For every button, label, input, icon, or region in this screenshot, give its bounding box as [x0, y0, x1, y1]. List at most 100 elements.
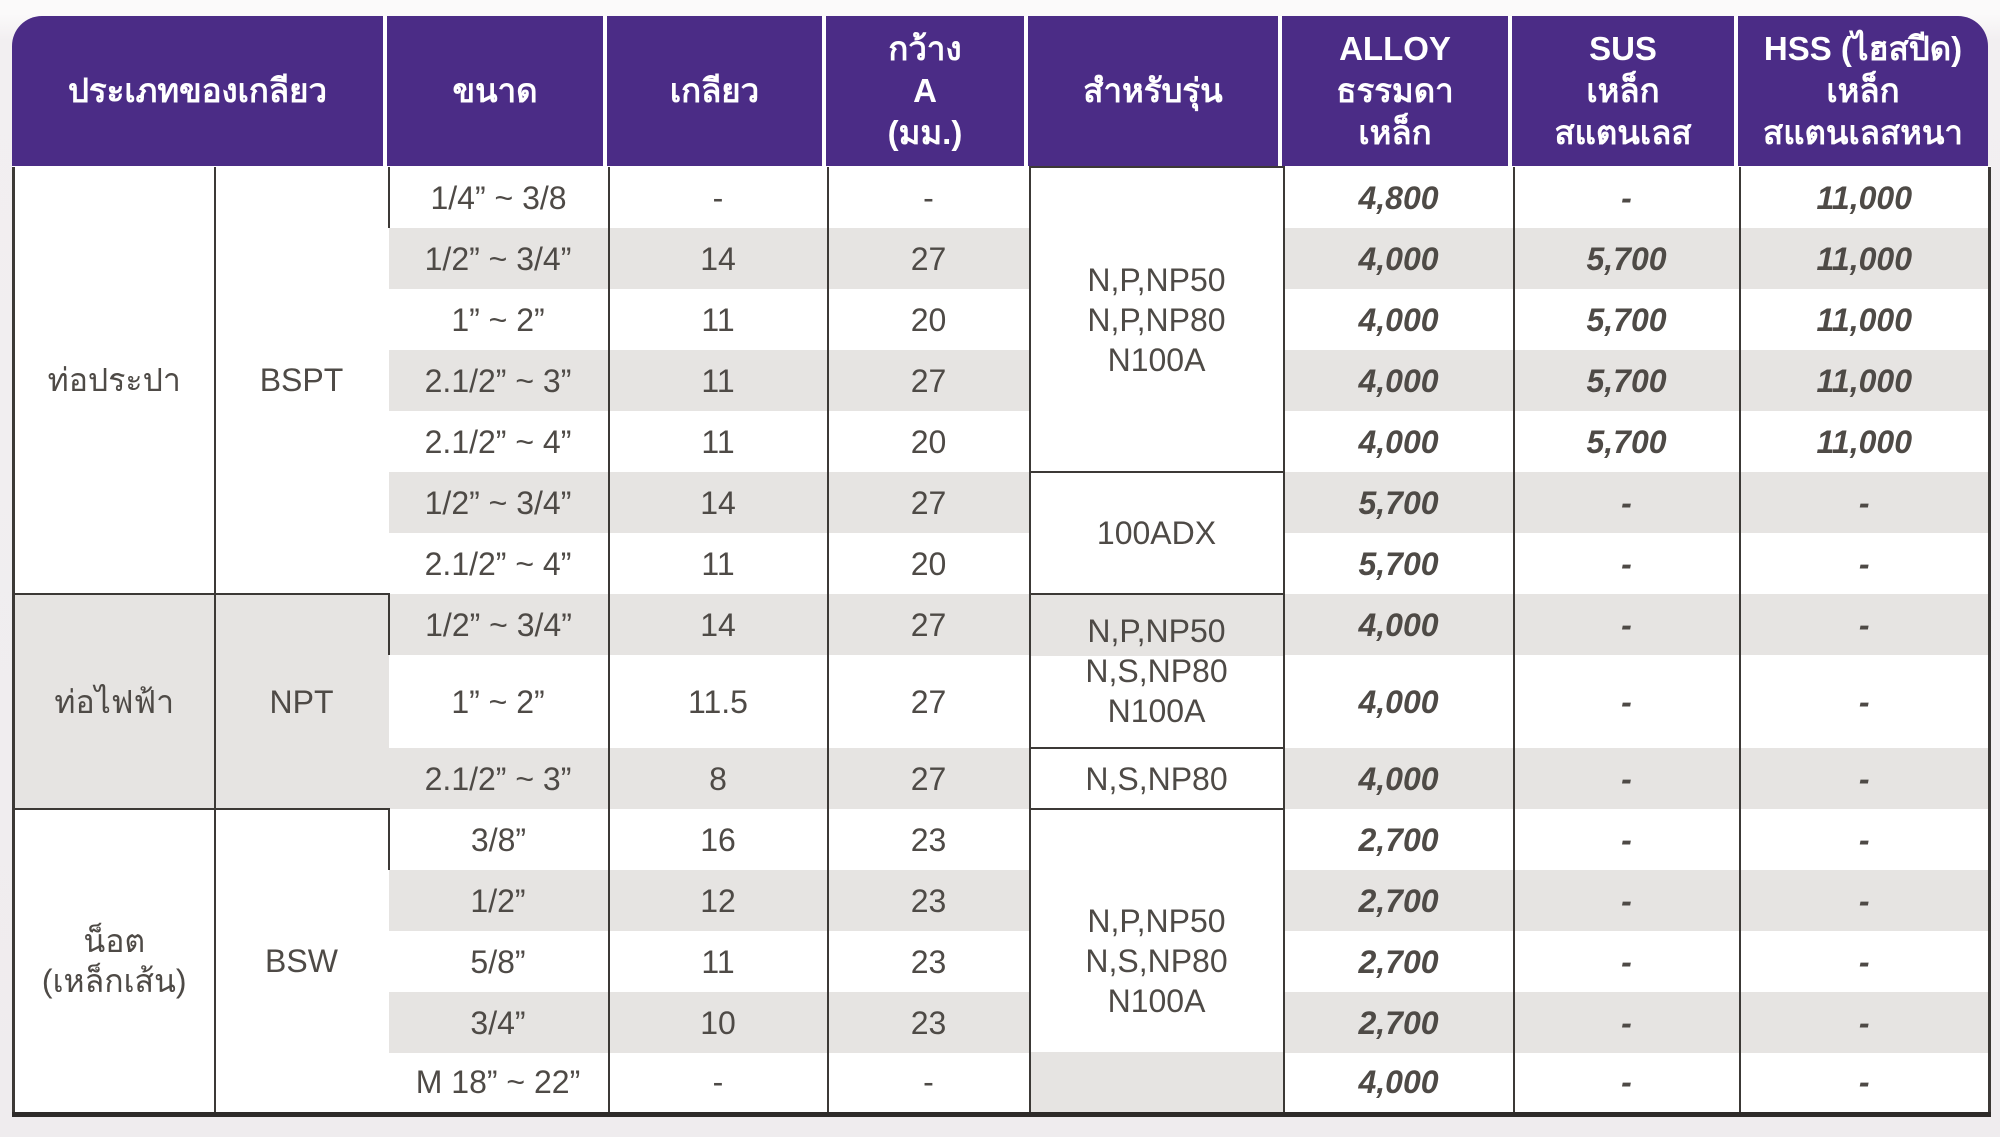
cell-alloy-price: 4,000	[1282, 289, 1514, 350]
cell-width: 23	[826, 870, 1030, 931]
spec-table: ท่อประปา BSPT 1/4” ~ 3/8- - N,P,NP50 N,P,NP8…	[12, 166, 1991, 1117]
cell-sus-price: -	[1512, 870, 1740, 931]
table-row: 2.1/2” ~ 4” 11 20 5,700- -	[14, 533, 1990, 594]
cell-hss-price: -	[1738, 809, 1990, 870]
cell-size: 2.1/2” ~ 3”	[388, 350, 609, 411]
cell-width: 23	[826, 931, 1030, 992]
table-row: 2.1/2” ~ 3” 11 27 4,000 5,700 11,000	[14, 350, 1990, 411]
group-name-cell: ท่อไฟฟ้า	[13, 593, 215, 809]
cell-hss-price: -	[1738, 870, 1990, 931]
cell-hss-price: -	[1738, 472, 1990, 533]
cell-size: 1/2” ~ 3/4”	[388, 472, 609, 533]
table-row: 1” ~ 2” 11.5 27 4,000- -	[14, 655, 1990, 748]
cell-sus-price: -	[1512, 992, 1740, 1053]
cell-model: 100ADX	[1028, 471, 1284, 595]
cell-width: 27	[826, 228, 1030, 289]
standard-cell: BSW	[213, 808, 389, 1114]
cell-sus-price: 5,700	[1512, 228, 1740, 289]
cell-size: 1/2”	[388, 870, 609, 931]
cell-size: 2.1/2” ~ 4”	[424, 545, 572, 582]
cell-size: 1/4” ~ 3/8	[387, 167, 609, 228]
header-cell-hss: HSS (ไฮสปีด) เหล็ก สแตนเลสหนา	[1738, 16, 1988, 166]
cell-sus-price: 5,700	[1512, 289, 1740, 350]
header-cell-thread-type: ประเภทของเกลียว	[12, 16, 387, 166]
cell-alloy-price: 5,700	[1282, 472, 1514, 533]
cell-width: 23	[826, 809, 1030, 870]
table-row: 3/4” 10 23 2,700- -	[14, 992, 1990, 1053]
table-row: 1/2” 12 23 2,700- -	[14, 870, 1990, 931]
cell-sus-price: -	[1512, 594, 1740, 655]
header-cell-sus: SUS เหล็ก สแตนเลส	[1512, 16, 1738, 166]
cell-hss-price: -	[1738, 655, 1990, 748]
cell-size: 5/8”	[470, 943, 526, 980]
cell-size: 2.1/2” ~ 4”	[424, 423, 572, 460]
cell-size: 3/4”	[388, 992, 609, 1053]
cell-alloy-price: 4,000	[1282, 594, 1514, 655]
cell-width: 20	[826, 411, 1030, 472]
cell-width: 27	[826, 472, 1030, 533]
cell-alloy-price: 2,700	[1282, 992, 1514, 1053]
spec-table-rows: ท่อประปา BSPT 1/4” ~ 3/8- - N,P,NP50 N,P,NP8…	[13, 166, 1990, 1115]
cell-model: N,S,NP80	[1028, 747, 1284, 810]
cell-sus-price: -	[1512, 931, 1740, 992]
spec-table-body-wrap: ท่อประปา BSPT 1/4” ~ 3/8- - N,P,NP50 N,P,NP8…	[12, 166, 1991, 1117]
cell-alloy-price: 4,000	[1282, 350, 1514, 411]
header-cell-alloy: ALLOY ธรรมดา เหล็ก	[1282, 16, 1512, 166]
header-cell-threads: เกลียว	[607, 16, 826, 166]
cell-size: 2.1/2” ~ 3”	[388, 748, 609, 809]
cell-alloy-price: 2,700	[1282, 809, 1514, 870]
table-row: 1/2” ~ 3/4” 14 27 100ADX 5,700- -	[14, 471, 1990, 595]
cell-hss-price: 11,000	[1738, 228, 1990, 289]
cell-width: 20	[826, 533, 1030, 594]
cell-hss-price: -	[1738, 748, 1990, 809]
cell-hss-price: -	[1738, 594, 1990, 655]
header-cell-model: สำหรับรุ่น	[1028, 16, 1282, 166]
cell-threads: -	[607, 1053, 828, 1114]
cell-threads: 14	[607, 472, 828, 533]
cell-model: N,P,NP50 N,S,NP80 N100A	[1028, 808, 1284, 1115]
cell-threads: -	[607, 167, 828, 228]
cell-alloy-price: 5,700	[1282, 533, 1514, 594]
cell-threads: 11	[607, 411, 828, 472]
table-row: 5/8” 11 23 2,700- -	[14, 931, 1990, 992]
cell-model: N,P,NP50 N,S,NP80 N100A	[1028, 593, 1284, 749]
table-row: M 18” ~ 22” - -4,000- -	[14, 1053, 1990, 1114]
cell-sus-price: -	[1512, 748, 1740, 809]
cell-threads: 11	[607, 350, 828, 411]
cell-width: 27	[826, 655, 1030, 748]
spec-table-header: ประเภทของเกลียว ขนาด เกลียว กว้าง A (มม.…	[12, 16, 1988, 166]
cell-alloy-price: 4,800	[1282, 167, 1514, 228]
cell-alloy-price: 2,700	[1282, 870, 1514, 931]
cell-width: -	[826, 1053, 1030, 1114]
cell-size: 1” ~ 2”	[451, 301, 545, 338]
standard-cell: BSPT	[213, 167, 389, 594]
cell-hss-price: 11,000	[1738, 167, 1990, 228]
cell-sus-price: 5,700	[1512, 350, 1740, 411]
cell-sus-price: -	[1512, 533, 1740, 594]
standard-cell: NPT	[213, 593, 389, 809]
table-row: 1/2” ~ 3/4” 14 27 4,000 5,700 11,000	[14, 228, 1990, 289]
cell-sus-price: 5,700	[1512, 411, 1740, 472]
cell-hss-price: -	[1738, 533, 1990, 594]
cell-threads: 10	[607, 992, 828, 1053]
cell-hss-price: 11,000	[1738, 350, 1990, 411]
cell-width: -	[826, 167, 1030, 228]
cell-alloy-price: 4,000	[1282, 411, 1514, 472]
cell-threads: 12	[607, 870, 828, 931]
cell-size: 3/8”	[387, 809, 609, 870]
cell-size: 1/2” ~ 3/4”	[387, 594, 609, 655]
cell-threads: 11	[607, 931, 828, 992]
cell-width: 27	[826, 350, 1030, 411]
cell-threads: 14	[607, 228, 828, 289]
cell-sus-price: -	[1512, 655, 1740, 748]
cell-threads: 11	[607, 533, 828, 594]
cell-threads: 14	[607, 594, 828, 655]
cell-alloy-price: 4,000	[1282, 655, 1514, 748]
cell-size: 1/2” ~ 3/4”	[388, 228, 609, 289]
table-row: 1” ~ 2” 11 20 4,000 5,700 11,000	[14, 289, 1990, 350]
cell-sus-price: -	[1512, 809, 1740, 870]
cell-hss-price: -	[1738, 1053, 1990, 1114]
cell-alloy-price: 2,700	[1282, 931, 1514, 992]
cell-model: N,P,NP50 N,P,NP80 N100A	[1028, 166, 1284, 473]
